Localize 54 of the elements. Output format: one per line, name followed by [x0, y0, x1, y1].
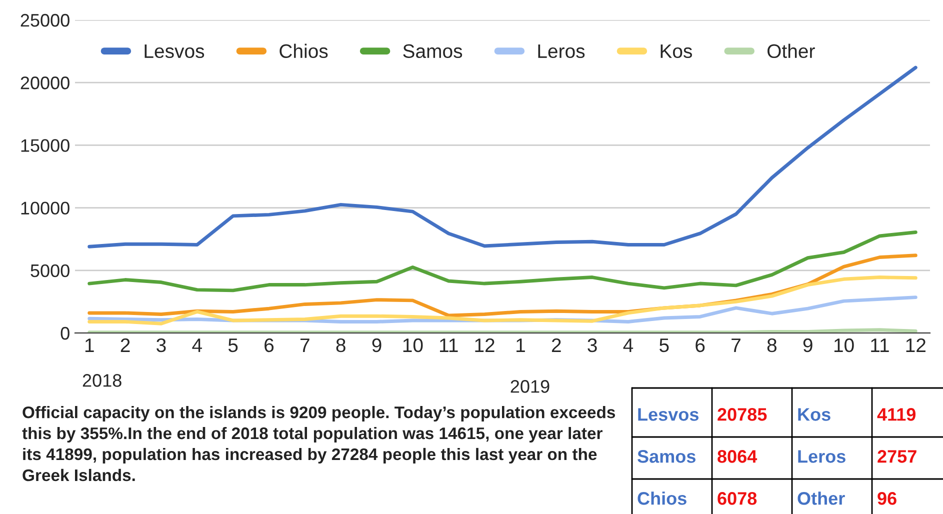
text: Lesvos: [638, 408, 698, 421]
x-tick-label: 12: [906, 338, 926, 352]
line-series: [88, 230, 918, 292]
line-series: [88, 66, 918, 248]
x-tick-label: 6: [264, 338, 274, 352]
x-tick-label: 8: [767, 338, 776, 352]
line-series: [88, 276, 918, 326]
x-tick-label: 7: [300, 338, 310, 352]
y-tick-label: 5000: [30, 264, 70, 278]
text: Chios: [638, 492, 686, 505]
text: Samos: [638, 450, 696, 463]
x-tick-label: 11: [871, 338, 889, 352]
x-tick-label: 9: [372, 338, 382, 352]
text: Kos: [798, 408, 830, 421]
text: 2019: [510, 380, 550, 393]
x-tick-label: 7: [732, 338, 740, 352]
x-tick-label: 5: [228, 338, 238, 352]
text: 6078: [718, 492, 757, 505]
text: 4119: [877, 408, 916, 421]
x-tick-label: 1: [516, 338, 525, 352]
x-tick-label: 3: [588, 338, 597, 352]
y-tick-label: 0: [60, 326, 70, 340]
x-tick-label: 10: [834, 338, 854, 352]
legend-label: Samos: [403, 44, 462, 58]
x-tick-label: 2: [120, 338, 130, 352]
legend-label: Chios: [280, 44, 328, 58]
x-tick-label: 1: [85, 338, 94, 352]
text: 2757: [878, 450, 916, 463]
legend-label: Kos: [660, 44, 692, 58]
x-tick-label: 6: [696, 338, 705, 352]
text: Official capacity on the islands is 9209 people. Today’s population exceeds this by 355%.In the end of 2018 total population was 14615, one year later its 41899, population has increased by 27284 people this last year on the Greek Islands.: [22, 406, 616, 482]
text: 20785: [718, 408, 767, 421]
y-tick-label: 15000: [21, 139, 70, 152]
y-tick-label: 10000: [21, 202, 70, 215]
x-tick-label: 12: [475, 338, 494, 352]
x-tick-label: 10: [403, 338, 423, 352]
x-tick-label: 4: [192, 338, 202, 352]
text: 2018: [82, 374, 122, 387]
x-tick-label: 5: [660, 338, 669, 352]
text: Leros: [798, 450, 846, 463]
text: Other: [798, 492, 845, 505]
legend-label: Leros: [538, 44, 585, 58]
text: 96: [878, 492, 896, 505]
text: 8064: [718, 450, 758, 463]
legend-label: Lesvos: [144, 44, 204, 58]
x-tick-label: 8: [336, 338, 346, 352]
x-tick-label: 11: [440, 338, 458, 352]
legend-label: Other: [768, 44, 815, 58]
x-tick-label: 4: [623, 338, 634, 352]
x-tick-label: 3: [156, 338, 166, 352]
y-tick-label: 25000: [20, 14, 70, 27]
x-tick-label: 2: [552, 338, 561, 352]
y-tick-label: 20000: [20, 76, 70, 90]
x-tick-label: 9: [803, 338, 812, 352]
